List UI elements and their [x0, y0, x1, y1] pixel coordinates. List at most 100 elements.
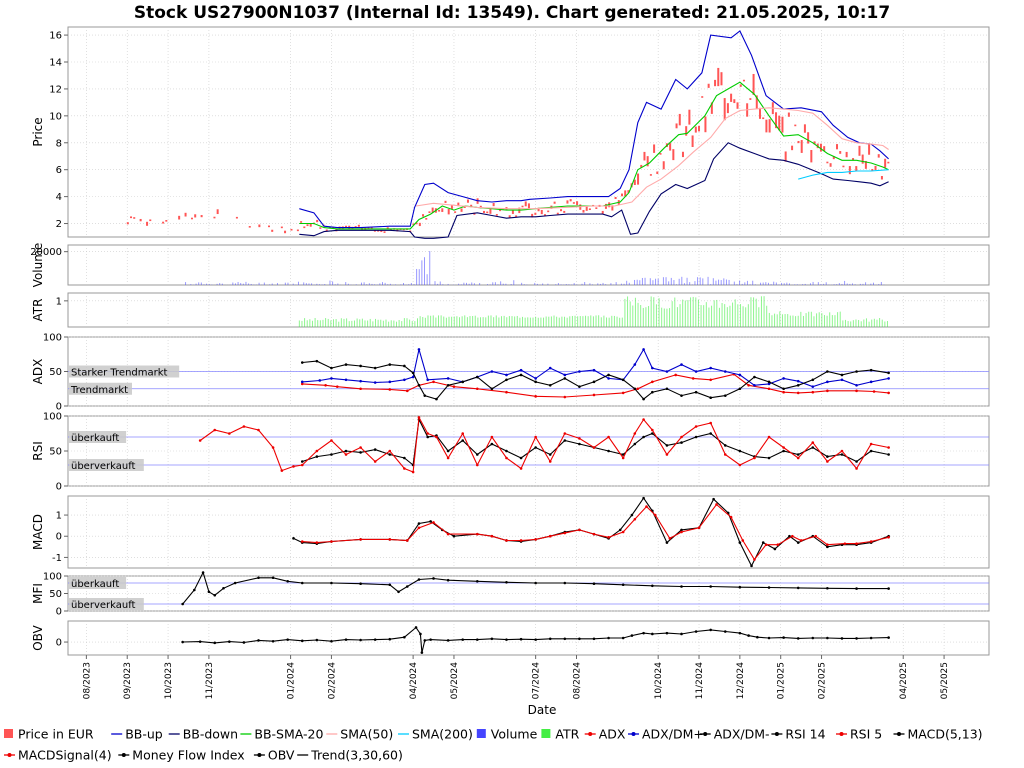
series-sma-50: [415, 107, 889, 210]
price-candle: [877, 154, 880, 158]
series-adx-dm-point: [694, 370, 698, 373]
series-macdsignal-4-point: [621, 530, 625, 534]
series-rsi-5-point: [796, 456, 800, 460]
series-money-flow-index-point: [271, 576, 275, 580]
series-adx-point: [432, 380, 435, 384]
series-obv-point: [476, 638, 479, 641]
series-obv-point: [423, 639, 427, 642]
price-candle: [678, 113, 681, 126]
series-rsi-5-point: [417, 416, 421, 419]
macd-ytick-label: 0: [56, 532, 62, 543]
price-candle: [672, 149, 675, 161]
series-adx-dm-point: [300, 361, 304, 364]
legend-item: ADX: [584, 727, 626, 742]
series-money-flow-index-point: [680, 585, 683, 588]
price-candle: [707, 83, 710, 88]
price-candle: [146, 221, 149, 226]
series-macdsignal-4-point: [764, 543, 768, 547]
price-candle: [884, 158, 887, 168]
series-rsi-14-point: [633, 442, 637, 446]
price-candle: [470, 204, 473, 208]
mfi-ytick-label: 50: [49, 589, 62, 600]
series-obv-point: [621, 636, 625, 640]
rsi-ytick-label: 50: [49, 447, 62, 458]
series-obv-point: [286, 638, 289, 641]
legend-label: Money Flow Index: [132, 748, 244, 763]
price-candle: [402, 228, 405, 231]
series-rsi-5-point: [651, 428, 654, 432]
price-candle: [730, 93, 733, 102]
series-rsi-5-point: [373, 460, 377, 463]
series-obv-point: [578, 637, 581, 641]
series-macdsignal-4-point: [578, 528, 581, 532]
series-adx-dm-point: [642, 397, 645, 401]
macd-ytick-label: -1: [52, 553, 62, 564]
price-candle: [758, 107, 761, 119]
series-macdsignal-4-point: [653, 513, 657, 517]
legend-label: Price in EUR: [18, 727, 94, 742]
series-rsi-5-point: [300, 463, 304, 467]
series-rsi-14-point: [869, 449, 873, 453]
series-obv-point: [388, 637, 392, 641]
series-adx-point: [388, 388, 392, 391]
series-rsi-5-point: [826, 460, 829, 463]
price-candle: [126, 222, 129, 225]
price-candle: [752, 73, 755, 95]
price-candle: [826, 161, 829, 164]
series-adx-dm-point: [330, 366, 333, 370]
series-obv-point: [592, 637, 596, 641]
price-candle: [556, 212, 559, 215]
atr-panel: 1 ATR: [31, 292, 990, 328]
price-candle: [736, 102, 739, 109]
price-candle: [213, 216, 216, 219]
series-macd-5-13-point: [788, 534, 791, 538]
price-candle: [271, 229, 274, 232]
series-macd-5-13-point: [712, 497, 715, 501]
series-adx-dm-point: [534, 380, 537, 384]
series-obv-point: [198, 640, 202, 643]
series-rsi-5-point: [490, 435, 494, 439]
legend-marker: [703, 732, 708, 736]
atr-ytick-label: 1: [56, 296, 62, 307]
series-obv-point: [403, 635, 406, 639]
price-candle: [284, 230, 287, 234]
price-candle: [258, 224, 261, 228]
series-sma-200: [798, 169, 889, 180]
series-money-flow-index: [182, 571, 889, 605]
series-obv-point: [840, 637, 844, 640]
x-tick-label: 11/2023: [205, 662, 215, 699]
adx-ytick-label: 100: [43, 333, 62, 344]
series-rsi-5-point: [198, 439, 202, 442]
price-candle: [508, 215, 511, 218]
series-rsi-14-point: [359, 451, 362, 454]
series-rsi-5-point: [753, 456, 756, 460]
series-adx-dm-point: [826, 380, 829, 384]
price-candle: [797, 140, 800, 144]
series-adx-dm-point: [738, 373, 742, 377]
series-obv-point: [723, 630, 727, 633]
series-adx-dm-point: [461, 380, 465, 384]
rsi-zone-label: überkauft: [71, 433, 119, 444]
price-candle: [624, 190, 627, 197]
series-adx-point: [452, 385, 456, 388]
legend-label: RSI 5: [850, 727, 882, 742]
price-candle: [425, 218, 428, 220]
series-obv-point: [869, 636, 873, 640]
x-tick-label: 05/2024: [450, 662, 460, 700]
series-adx-point: [674, 373, 677, 377]
price-candle: [813, 141, 816, 145]
price-candle: [184, 212, 187, 217]
price-candle: [874, 165, 877, 170]
series-rsi-5-point: [767, 435, 771, 439]
rsi-zone-label-bg: [69, 459, 144, 471]
series-rsi-5-point: [426, 432, 430, 435]
series-macdsignal-4-point: [799, 539, 803, 542]
series-obv-point: [747, 634, 750, 637]
price-candle: [200, 215, 203, 218]
price-candle: [832, 156, 835, 160]
legend: Price in EUR BB-up BB-down BB-SMA-20 SMA(50)…: [4, 727, 983, 763]
series-adx-dm-point: [548, 366, 552, 370]
legend-item: ATR: [541, 727, 580, 742]
series-obv-point: [782, 636, 785, 639]
series-adx-dm-point: [633, 363, 637, 366]
